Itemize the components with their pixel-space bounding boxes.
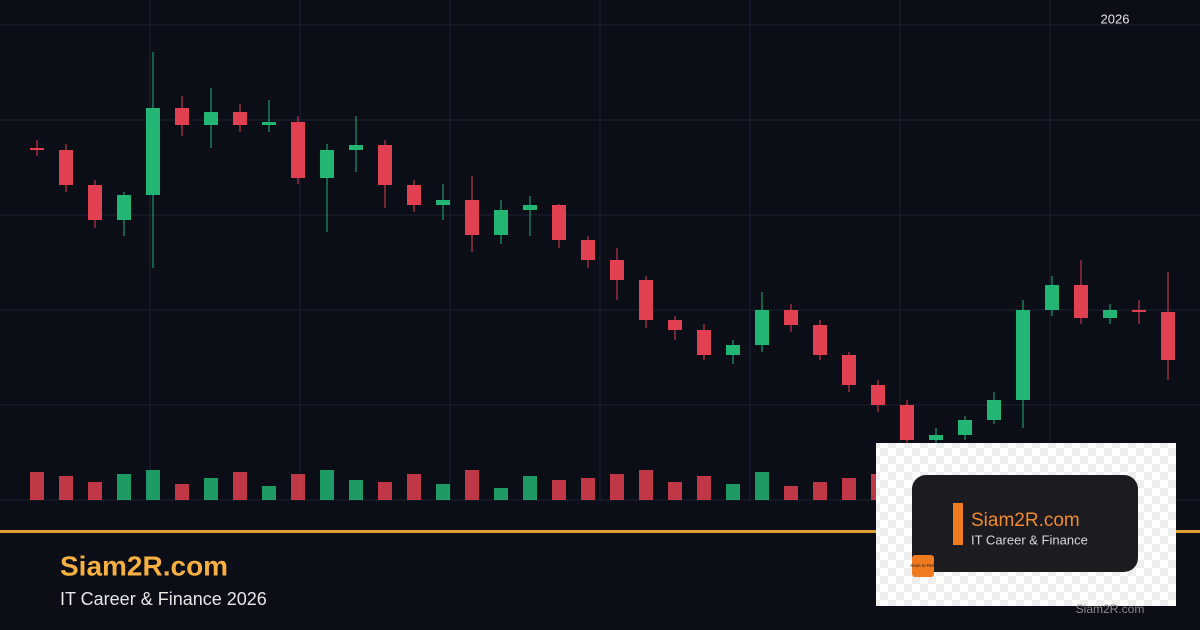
candle-body <box>320 150 334 178</box>
candle-body <box>813 325 827 355</box>
candle-body <box>262 122 276 125</box>
candle-body <box>668 320 682 330</box>
volume-bar <box>610 474 624 500</box>
candle-body <box>233 112 247 125</box>
volume-bar <box>291 474 305 500</box>
watermark: Siam2R.com <box>1076 602 1145 616</box>
candle-body <box>30 148 44 150</box>
volume-bar <box>117 474 131 500</box>
candle-body <box>552 205 566 240</box>
volume-bar <box>465 470 479 500</box>
candle-body <box>958 420 972 435</box>
candle-body <box>523 205 537 210</box>
candle-body <box>146 108 160 195</box>
volume-bar <box>523 476 537 500</box>
volume-bar <box>697 476 711 500</box>
candle-body <box>378 145 392 185</box>
volume-bar <box>175 484 189 500</box>
candle-body <box>88 185 102 220</box>
volume-bar <box>842 478 856 500</box>
logo-badge <box>912 555 934 577</box>
volume-bar <box>30 472 44 500</box>
volume-bar <box>378 482 392 500</box>
candle-body <box>1103 310 1117 318</box>
divider <box>0 530 1200 533</box>
volume-bar <box>233 472 247 500</box>
volume-bar <box>494 488 508 500</box>
candle-body <box>494 210 508 235</box>
brand-name: Siam2R.com <box>60 550 228 581</box>
candle-body <box>871 385 885 405</box>
logo-bar <box>953 503 963 545</box>
candle-body <box>407 185 421 205</box>
volume-bar <box>436 484 450 500</box>
volume-bar <box>262 486 276 500</box>
logo-name: Siam2R.com <box>971 510 1080 531</box>
candle-body <box>900 405 914 440</box>
logo-card <box>912 475 1138 572</box>
candle-body <box>1132 310 1146 312</box>
volume-bar <box>204 478 218 500</box>
volume-bar <box>813 482 827 500</box>
volume-bar <box>755 472 769 500</box>
volume-bar <box>146 470 160 500</box>
volume-bar <box>349 480 363 500</box>
candle-body <box>610 260 624 280</box>
volume-bar <box>59 476 73 500</box>
candle-body <box>784 310 798 325</box>
volume-bar <box>639 470 653 500</box>
volume-bar <box>88 482 102 500</box>
candle-body <box>204 112 218 125</box>
candle-body <box>117 195 131 220</box>
logo-tagline: IT Career & Finance <box>971 532 1088 547</box>
candle-body <box>929 435 943 440</box>
volume-bar <box>581 478 595 500</box>
volume-bar <box>726 484 740 500</box>
year-label: 2026 <box>1101 11 1130 26</box>
brand-tagline: IT Career & Finance 2026 <box>60 589 267 609</box>
volume-bar <box>407 474 421 500</box>
volume-bar <box>668 482 682 500</box>
candle-body <box>726 345 740 355</box>
candle-body <box>1161 312 1175 360</box>
logo-badge-text: Siam to Rich <box>910 563 936 568</box>
candle-body <box>842 355 856 385</box>
candle-body <box>465 200 479 235</box>
candle-body <box>987 400 1001 420</box>
candle-body <box>639 280 653 320</box>
candle-body <box>1045 285 1059 310</box>
candle-body <box>581 240 595 260</box>
candle-body <box>1074 285 1088 318</box>
volume-bar <box>552 480 566 500</box>
candle-body <box>349 145 363 150</box>
logo: Siam2R.com IT Career & Finance Siam to R… <box>876 443 1176 606</box>
candle-body <box>755 310 769 345</box>
candle-body <box>59 150 73 185</box>
candle-body <box>436 200 450 205</box>
volume-bar <box>320 470 334 500</box>
candle-body <box>697 330 711 355</box>
candle-body <box>291 122 305 178</box>
grid <box>0 0 1200 501</box>
candle-body <box>175 108 189 125</box>
candle-body <box>1016 310 1030 400</box>
volume-bar <box>784 486 798 500</box>
